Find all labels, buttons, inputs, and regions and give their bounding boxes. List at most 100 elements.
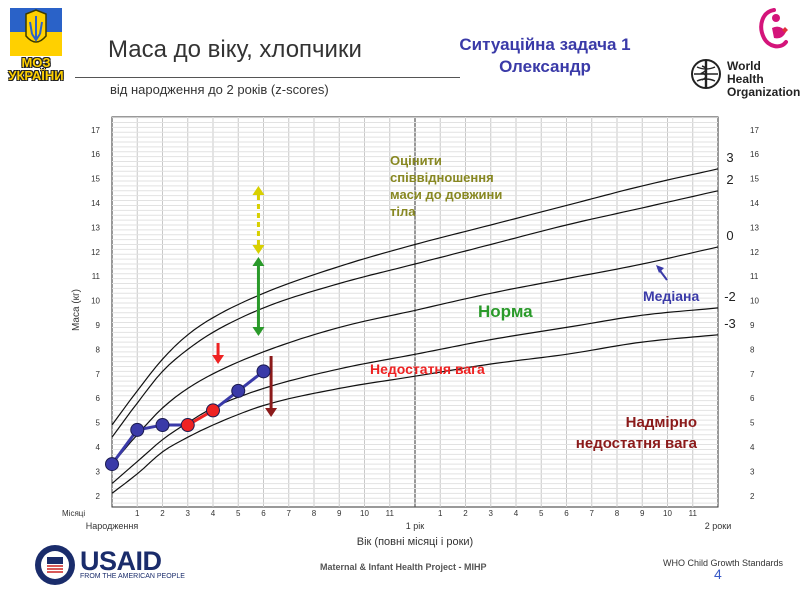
who-logo bbox=[691, 59, 721, 89]
y-tick-label-right: 9 bbox=[750, 321, 755, 330]
assess-annotation-line: Оцінити bbox=[390, 153, 442, 168]
x-tick-label: 6 bbox=[261, 509, 266, 518]
y-tick-label-left: 7 bbox=[96, 370, 101, 379]
page-title: Маса до віку, хлопчики bbox=[108, 36, 362, 63]
x-tick-label: 3 bbox=[186, 509, 191, 518]
usaid-tagline: FROM THE AMERICAN PEOPLE bbox=[80, 573, 185, 580]
x-tick-label: 1 bbox=[438, 509, 443, 518]
who-name: World Health Organization bbox=[727, 60, 800, 99]
y-tick-label-right: 14 bbox=[750, 199, 759, 208]
patient-line-segment bbox=[110, 429, 139, 465]
y-tick-label-left: 16 bbox=[91, 150, 100, 159]
page-number: 4 bbox=[714, 566, 722, 582]
task-line-1: Ситуаційна задача 1 bbox=[459, 35, 631, 54]
x-tick-label: 1 bbox=[135, 509, 140, 518]
z-label--2: -2 bbox=[724, 289, 736, 304]
y-tick-label-right: 12 bbox=[750, 248, 759, 257]
chart-annotations: Оцінити співвідношення маси до довжини тіла… bbox=[370, 153, 699, 452]
z-curve-3 bbox=[111, 168, 719, 426]
patient-point bbox=[105, 457, 119, 472]
x-tick-label: 9 bbox=[640, 509, 645, 518]
moz-emblem-logo bbox=[10, 8, 62, 56]
x-tick-label: 11 bbox=[689, 509, 698, 518]
y-tick-label-left: 3 bbox=[96, 467, 101, 476]
y-tick-label-right: 3 bbox=[750, 467, 755, 476]
x-tick-label: 7 bbox=[287, 509, 292, 518]
x-tick-label: 5 bbox=[236, 509, 241, 518]
moz-label: МОЗ УКРАЇНИ bbox=[4, 56, 68, 82]
x-major-label: Народження bbox=[86, 521, 139, 531]
assess-annotation-line: тіла bbox=[390, 204, 416, 219]
severe-label-line2: недостатня вага bbox=[576, 435, 698, 452]
x-tick-label: 11 bbox=[386, 509, 395, 518]
y-tick-label-left: 2 bbox=[96, 492, 101, 501]
underweight-label: Недостатня вага bbox=[370, 361, 485, 377]
severe-arrow-head bbox=[265, 408, 278, 417]
x-tick-label: 3 bbox=[489, 509, 494, 518]
x-tick-label: 6 bbox=[564, 509, 569, 518]
x-tick-label: 2 bbox=[160, 509, 165, 518]
severe-label-line1: Надмірно bbox=[626, 414, 697, 431]
y-tick-label-right: 15 bbox=[750, 175, 759, 184]
y-axis-label: Маса (кг) bbox=[71, 289, 82, 331]
y-tick-label-left: 15 bbox=[91, 175, 100, 184]
x-major-label: 1 рік bbox=[406, 521, 425, 531]
y-tick-label-right: 8 bbox=[750, 345, 755, 354]
y-tick-label-left: 8 bbox=[96, 345, 101, 354]
title-divider bbox=[75, 77, 460, 78]
project-name: Maternal & Infant Health Project - MIHP bbox=[320, 562, 487, 572]
mother-child-logo bbox=[759, 8, 788, 49]
z-curve-0 bbox=[111, 246, 719, 465]
task-line-2: Олександр bbox=[499, 57, 591, 76]
x-tick-label: 8 bbox=[615, 509, 620, 518]
usaid-seal-logo bbox=[35, 545, 75, 585]
y-tick-label-left: 13 bbox=[91, 223, 100, 232]
x-tick-label: 4 bbox=[211, 509, 216, 518]
mediana-pointer-head bbox=[656, 265, 664, 273]
moz-line2: УКРАЇНИ bbox=[8, 68, 64, 83]
standards-label: WHO Child Growth Standards bbox=[663, 558, 784, 568]
x-tick-label: 9 bbox=[337, 509, 342, 518]
y-tick-label-right: 4 bbox=[750, 443, 755, 452]
norma-label: Норма bbox=[478, 302, 533, 321]
y-tick-label-left: 14 bbox=[91, 199, 100, 208]
x-tick-label: 4 bbox=[514, 509, 519, 518]
y-tick-label-right: 16 bbox=[750, 150, 759, 159]
y-tick-label-left: 12 bbox=[91, 248, 100, 257]
assess-arrow-head-down bbox=[252, 245, 265, 254]
z-label-3: 3 bbox=[726, 150, 733, 165]
y-tick-label-right: 10 bbox=[750, 297, 759, 306]
task-title: Ситуаційна задача 1 Олександр bbox=[420, 34, 670, 78]
x-tick-label: 2 bbox=[463, 509, 468, 518]
y-tick-label-left: 10 bbox=[91, 297, 100, 306]
z-label-2: 2 bbox=[726, 172, 733, 187]
patient-point bbox=[180, 418, 195, 433]
x-tick-label: 10 bbox=[663, 509, 672, 518]
y-tick-label-left: 5 bbox=[96, 419, 101, 428]
z-label-0: 0 bbox=[726, 228, 733, 243]
who-line-1: World Health bbox=[727, 59, 764, 86]
y-tick-label-left: 6 bbox=[96, 394, 101, 403]
usaid-wordmark: USAID bbox=[80, 546, 162, 576]
underweight-arrow-head bbox=[212, 355, 225, 364]
y-tick-label-left: 9 bbox=[96, 321, 101, 330]
z-curve-2 bbox=[111, 190, 719, 438]
who-line-2: Organization bbox=[727, 85, 800, 99]
annotation-arrows bbox=[212, 186, 278, 417]
norma-arrow-head-down bbox=[252, 327, 265, 336]
moz-line1: МОЗ bbox=[21, 55, 51, 70]
assess-annotation-line: маси до довжини bbox=[390, 187, 502, 202]
z-curve--3 bbox=[111, 334, 719, 494]
y-tick-label-right: 17 bbox=[750, 126, 759, 135]
patient-point bbox=[130, 422, 145, 437]
x-axis-label: Вік (повні місяці і роки) bbox=[357, 536, 473, 548]
y-tick-label-right: 2 bbox=[750, 492, 755, 501]
patient-point bbox=[206, 403, 220, 418]
x-tick-label: 7 bbox=[590, 509, 595, 518]
y-tick-label-right: 11 bbox=[750, 272, 759, 281]
x-axis-prefix: Місяці bbox=[62, 509, 85, 518]
y-tick-label-left: 17 bbox=[91, 126, 100, 135]
assess-annotation-line: співвідношення bbox=[390, 170, 494, 185]
